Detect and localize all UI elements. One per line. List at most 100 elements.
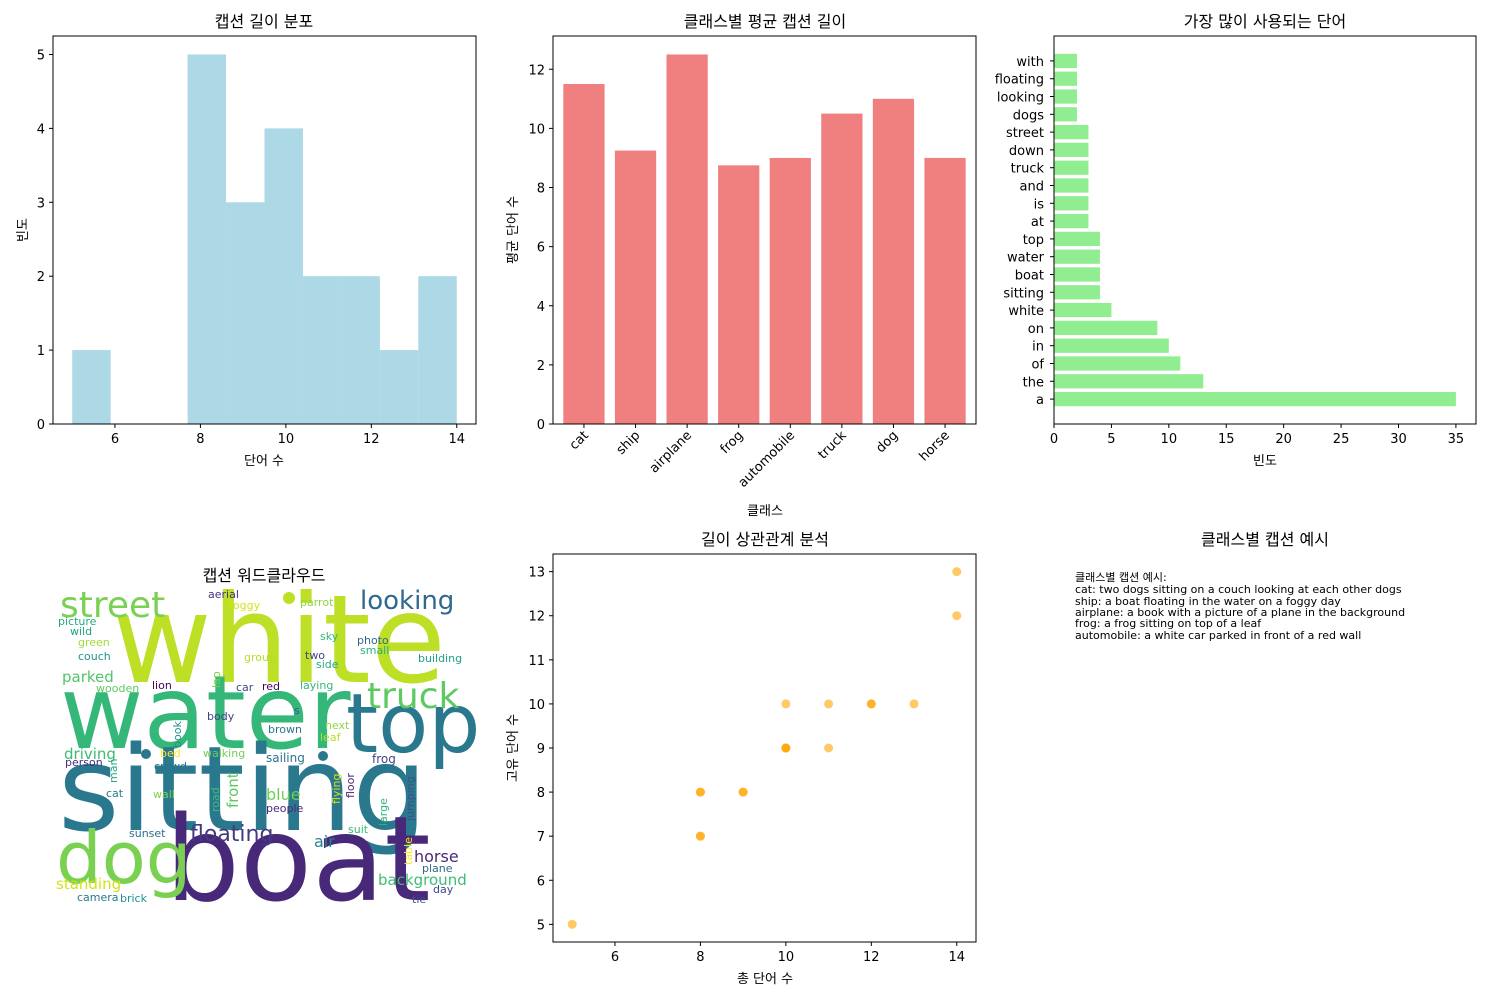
y-tick-label: the (1023, 375, 1044, 390)
scatter-title: 길이 상관관계 분석 (701, 530, 829, 549)
wordcloud-word: green (78, 636, 110, 649)
scatter-ticks: 6 8 10 12 14 5 6 7 8 9 10 11 12 13 (528, 566, 965, 965)
wordcloud-word: camera (77, 891, 119, 904)
x-tick-label: cat (567, 428, 592, 453)
histogram-bar (302, 276, 342, 424)
wordcloud-word: frog (372, 752, 396, 766)
x-tick-label: dog (873, 428, 901, 456)
y-tick-label: dogs (1013, 108, 1044, 123)
word-freq-bar (1054, 160, 1089, 175)
y-tick-label: on (1028, 322, 1044, 337)
wordcloud-word: white (112, 569, 446, 711)
y-tick-label: 6 (537, 874, 545, 889)
wordcloud-word: two (305, 649, 325, 662)
y-tick-label: 12 (528, 610, 545, 625)
y-tick-label: 10 (528, 698, 545, 713)
scatter-point (695, 787, 705, 797)
class-bar-panel: 클래스별 평균 캡션 길이 cat ship airplane frogautomob… (506, 12, 977, 519)
example-line: frog: a frog sitting on top of a leaf (1075, 617, 1262, 630)
scatter-point (567, 919, 577, 929)
wordcloud-word: sky (320, 630, 339, 643)
wordcloud-word: crowd (154, 760, 187, 773)
histogram-bar (418, 276, 457, 424)
wordcloud-word: table (402, 837, 415, 865)
wordcloud-word: person (65, 756, 103, 769)
wordcloud-word: top (346, 677, 480, 772)
scatter-frame (552, 553, 977, 943)
x-tick-label: 14 (448, 432, 465, 447)
class-bar-ylabel: 평균 단어 수 (506, 196, 521, 264)
histogram-title: 캡션 길이 분포 (215, 12, 314, 31)
class-bar (872, 98, 915, 425)
wordcloud-word: brown (268, 723, 302, 736)
wordcloud-dot (141, 749, 151, 759)
y-tick-label: in (1032, 340, 1044, 355)
y-tick-label: 8 (537, 182, 545, 197)
wordcloud-word: lap (210, 671, 223, 688)
y-tick-label: 2 (537, 359, 545, 374)
class-bar (769, 157, 811, 424)
wordcloud-word: blue (266, 785, 301, 804)
wordcloud-word: aerial (208, 588, 239, 601)
y-tick-label: street (1006, 126, 1044, 141)
example-line: cat: two dogs sitting on a couch looking… (1075, 583, 1402, 596)
scatter-xlabel: 총 단어 수 (737, 972, 793, 987)
wordcloud-word: lion (152, 679, 172, 692)
wordcloud-word: water (60, 654, 351, 773)
y-tick-label: 4 (37, 122, 45, 137)
x-tick-label: 10 (778, 950, 795, 965)
word-freq-ticks: a the of in on white sitting boat water top at is an… (995, 55, 1464, 447)
y-tick-label: 5 (37, 48, 45, 63)
x-tick-label: horse (917, 428, 953, 464)
y-tick-label: is (1034, 197, 1045, 212)
y-tick-label: at (1031, 215, 1044, 230)
word-freq-bar (1054, 320, 1158, 336)
wordcloud-word: driving (64, 745, 116, 763)
y-tick-label: sitting (1003, 286, 1044, 301)
wordcloud-word: car (236, 681, 254, 694)
word-freq-xlabel: 빈도 (1253, 454, 1277, 469)
wordcloud-title: 캡션 워드클라우드 (203, 566, 326, 585)
examples-title: 클래스별 캡션 예시 (1201, 530, 1329, 549)
scatter-point (909, 699, 919, 709)
word-freq-bar (1054, 124, 1089, 140)
wordcloud-word: people (266, 802, 304, 815)
scatter-point (781, 699, 791, 709)
y-tick-label: 9 (537, 742, 545, 757)
x-tick-label: 5 (1107, 432, 1115, 447)
histogram-bar (379, 350, 419, 424)
wordcloud-dot (283, 592, 295, 604)
word-freq-bar (1054, 142, 1089, 158)
wordcloud-word: sunset (129, 827, 166, 840)
y-tick-label: white (1008, 304, 1044, 319)
x-tick-label: 15 (1218, 432, 1235, 447)
word-freq-bar (1054, 338, 1169, 353)
word-freq-bar (1054, 356, 1181, 371)
histogram-frame (52, 35, 477, 425)
wordcloud-word: day (433, 883, 454, 896)
class-bar (563, 84, 605, 425)
word-freq-title: 가장 많이 사용되는 단어 (1184, 12, 1346, 31)
wordcloud-word: street (60, 585, 165, 626)
scatter-point (824, 743, 834, 753)
scatter-point (781, 743, 791, 753)
scatter-point (952, 611, 962, 621)
y-tick-label: 4 (537, 300, 545, 315)
example-line: automobile: a white car parked in front … (1075, 629, 1361, 642)
y-tick-label: 2 (37, 270, 45, 285)
word-freq-panel: 가장 많이 사용되는 단어 a the of in on white sitting boat… (995, 12, 1477, 469)
histogram-bar (264, 128, 303, 424)
x-tick-label: 14 (948, 950, 965, 965)
wordcloud-word: small (360, 644, 389, 657)
word-freq-bar (1054, 178, 1089, 193)
wordcloud-word: plane (422, 862, 453, 875)
word-freq-bar (1054, 107, 1077, 122)
histogram-xlabel: 단어 수 (244, 454, 284, 469)
word-freq-bars (1054, 53, 1456, 407)
scatter-point (695, 831, 705, 841)
y-tick-label: 0 (537, 418, 545, 433)
wordcloud-word: picture (58, 615, 97, 628)
y-tick-label: water (1007, 251, 1045, 266)
